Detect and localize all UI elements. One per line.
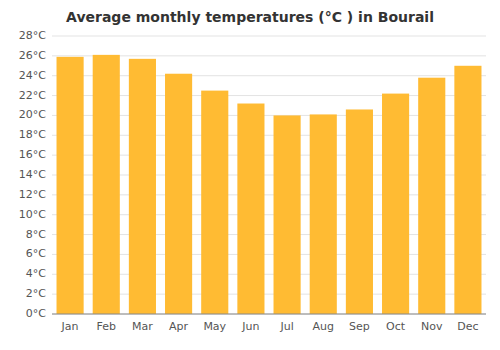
grid — [52, 36, 486, 314]
bar — [57, 57, 84, 314]
y-tick-label: 22°C — [19, 89, 46, 102]
y-tick-label: 4°C — [26, 267, 46, 280]
bar — [201, 91, 228, 314]
x-tick-label: Jan — [61, 320, 79, 333]
bar — [454, 66, 481, 314]
y-tick-label: 24°C — [19, 69, 46, 82]
bar — [129, 59, 156, 314]
x-tick-label: May — [203, 320, 226, 333]
bar — [346, 109, 373, 314]
x-tick-label: Aug — [313, 320, 334, 333]
bar — [237, 104, 264, 314]
x-tick-label: Sep — [349, 320, 370, 333]
y-tick-label: 2°C — [26, 287, 46, 300]
x-axis-line — [52, 314, 486, 315]
y-tick-label: 10°C — [19, 208, 46, 221]
title: Average monthly temperatures (°C ) in Bo… — [66, 9, 434, 25]
x-tick-label: Mar — [132, 320, 153, 333]
bar — [274, 115, 301, 314]
y-tick-label: 12°C — [19, 188, 46, 201]
y-tick-label: 18°C — [19, 128, 46, 141]
x-tick-label: Feb — [97, 320, 116, 333]
bar — [310, 114, 337, 314]
x-tick-label: Dec — [457, 320, 478, 333]
chart: 0°C 2°C 4°C 6°C 8°C 10°C 12°C 14°C 16°C 18°C 20°C 2… — [0, 0, 500, 350]
x-tick-label: Apr — [169, 320, 189, 333]
x-axis: Jan Feb Mar Apr May Jun Jul Aug Sep Oct Nov Dec — [52, 314, 486, 333]
grid-line — [52, 36, 486, 37]
y-tick-label: 0°C — [26, 307, 46, 320]
y-tick-label: 8°C — [26, 228, 46, 241]
y-axis: 0°C 2°C 4°C 6°C 8°C 10°C 12°C 14°C 16°C 18°C 20°C 2… — [19, 29, 46, 320]
y-tick-label: 6°C — [26, 247, 46, 260]
x-tick-label: Oct — [386, 320, 406, 333]
y-tick-label: 26°C — [19, 49, 46, 62]
y-tick-label: 14°C — [19, 168, 46, 181]
x-tick-label: Nov — [421, 320, 443, 333]
x-tick-label: Jun — [241, 320, 259, 333]
bars — [57, 55, 482, 314]
y-tick-label: 20°C — [19, 108, 46, 121]
x-tick-label: Jul — [279, 320, 293, 333]
y-tick-label: 28°C — [19, 29, 46, 42]
bar — [382, 94, 409, 314]
bar — [418, 78, 445, 314]
bar — [93, 55, 120, 314]
y-tick-label: 16°C — [19, 148, 46, 161]
bar — [165, 74, 192, 314]
grid-line — [52, 314, 486, 315]
